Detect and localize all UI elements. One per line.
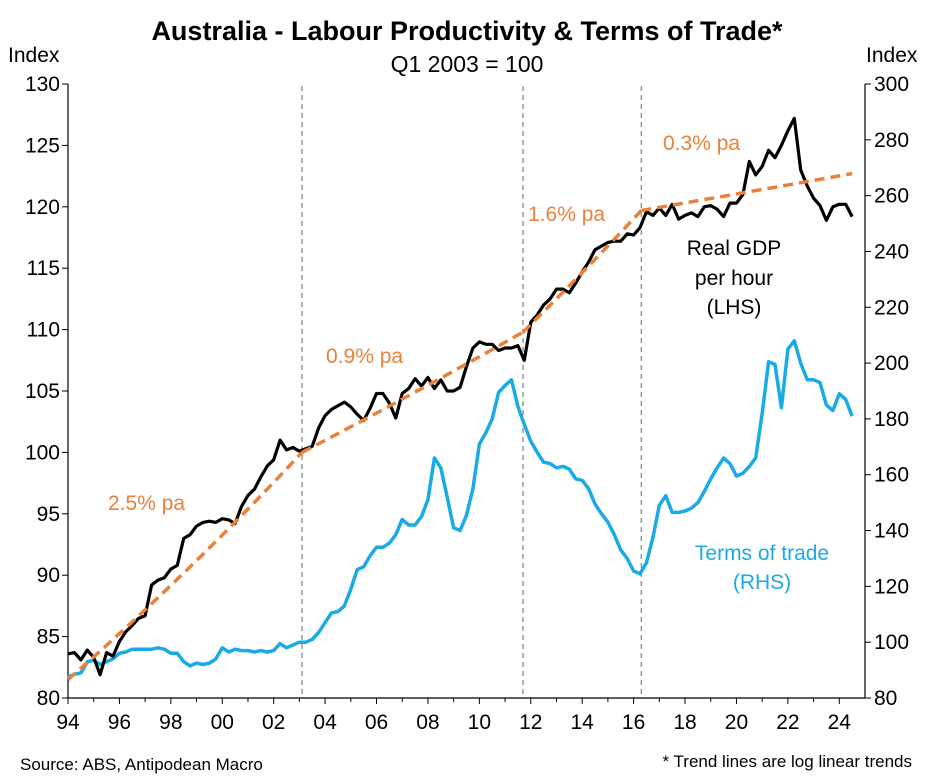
axes: 94 96 98 00 02 04 06 08 10 12 14 16 18 20 22 24 130 125 12… [25,73,909,734]
x-tick-label: 20 [725,711,748,734]
right-tick-label: 120 [874,575,909,598]
tot-label-line-2: (RHS) [733,571,791,594]
annotations: 2.5% pa 0.9% pa 1.6% pa 0.3% pa Real GDP… [108,132,829,594]
tot-label-line-1: Terms of trade [695,542,829,565]
x-tick-label: 96 [108,711,131,734]
source-note: Source: ABS, Antipodean Macro [20,755,263,774]
left-tick-label: 105 [25,380,60,403]
x-tick-label: 00 [211,711,234,734]
trend-segment-1 [66,451,304,681]
trend-segment-2 [301,330,524,454]
trend-label-1: 2.5% pa [108,492,185,515]
terms-of-trade-line [67,339,854,679]
right-axis-unit: Index [866,44,918,67]
trend-label-3: 1.6% pa [528,203,605,226]
x-tick-label: 04 [313,711,337,734]
left-tick-label: 100 [25,441,60,464]
right-tick-label: 300 [874,73,909,96]
x-tick-label: 08 [416,711,439,734]
x-tick-label: 02 [262,711,285,734]
right-tick-label: 100 [874,631,909,654]
x-tick-label: 10 [468,711,491,734]
left-tick-label: 110 [27,319,60,342]
gdp-per-hour-line [67,116,854,677]
right-tick-label: 160 [874,464,909,487]
gdp-label-line-3: (LHS) [707,296,762,319]
left-tick-label: 95 [37,503,60,526]
x-tick-label: 16 [622,711,645,734]
left-tick-label: 115 [27,257,60,280]
right-tick-label: 260 [874,185,909,208]
trend-label-2: 0.9% pa [326,345,403,368]
right-tick-label: 140 [874,520,909,543]
chart-title: Australia - Labour Productivity & Terms … [151,16,783,46]
left-axis-unit: Index [8,44,60,67]
right-tick-label: 240 [874,240,909,263]
right-tick-label: 200 [874,352,909,375]
left-tick-label: 80 [37,687,60,710]
right-tick-label: 280 [874,129,909,152]
x-tick-label: 24 [828,711,852,734]
x-tick-label: 14 [571,711,595,734]
right-tick-label: 220 [874,296,909,319]
left-tick-label: 85 [37,626,60,649]
right-tick-label: 80 [874,687,897,710]
x-tick-label: 06 [365,711,388,734]
left-tick-label: 120 [25,196,60,219]
x-tick-label: 22 [776,711,799,734]
trend-footnote: * Trend lines are log linear trends [663,752,912,771]
x-tick-label: 94 [56,711,80,734]
left-tick-label: 90 [37,564,60,587]
series-lines [66,116,854,681]
chart-subtitle: Q1 2003 = 100 [391,51,544,77]
left-tick-label: 125 [25,134,60,157]
right-tick-label: 180 [874,408,909,431]
x-tick-label: 98 [159,711,182,734]
gdp-label-line-1: Real GDP [687,237,782,260]
left-tick-label: 130 [25,73,60,96]
trend-segment-3 [521,209,643,334]
gdp-label-line-2: per hour [695,267,773,290]
trend-label-4: 0.3% pa [663,132,740,155]
x-tick-label: 18 [673,711,696,734]
x-tick-label: 12 [519,711,542,734]
trend-segment-4 [641,171,853,213]
period-break-lines [301,86,643,698]
